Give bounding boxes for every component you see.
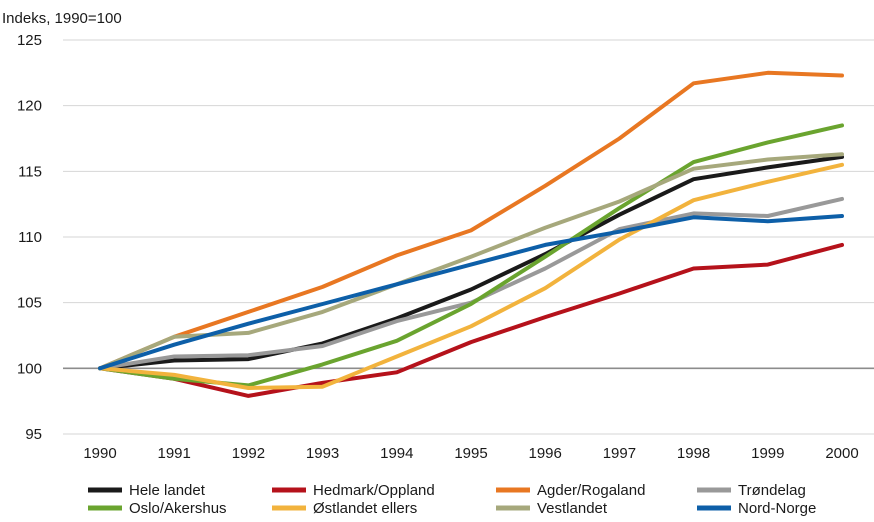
x-tick-label: 1999 [751, 445, 784, 462]
y-tick-label: 105 [17, 295, 42, 312]
y-axis-label: Indeks, 1990=100 [2, 10, 122, 27]
legend-label: Trøndelag [738, 482, 806, 499]
legend-label: Oslo/Akershus [129, 500, 227, 517]
legend: Hele landet Hedmark/Oppland Agder/Rogaland… [88, 482, 816, 517]
series-line-nord-norge [98, 214, 844, 371]
series-line-vestlandet [98, 152, 844, 371]
x-tick-label: 1993 [306, 445, 339, 462]
legend-label: Nord-Norge [738, 500, 816, 517]
y-tick-label: 110 [18, 229, 42, 246]
series-line-agder-rogaland [98, 70, 844, 371]
y-tick-label: 100 [17, 360, 42, 377]
legend-label: Vestlandet [537, 500, 608, 517]
series-line--stlandet-ellers [98, 162, 844, 390]
x-tick-labels: 1990 1991 1992 1993 1994 1995 1996 1997 1998 1999… [83, 445, 858, 462]
x-tick-label: 1991 [158, 445, 191, 462]
legend-label: Hedmark/Oppland [313, 482, 435, 499]
x-tick-label: 1998 [677, 445, 710, 462]
x-tick-label: 1997 [603, 445, 636, 462]
y-tick-labels: 95 100 105 110 115 120 125 [17, 32, 42, 443]
y-tick-label: 120 [17, 98, 42, 115]
x-tick-label: 1996 [529, 445, 562, 462]
y-tick-label: 115 [18, 163, 42, 180]
x-tick-label: 1992 [232, 445, 265, 462]
y-tick-label: 125 [17, 32, 42, 49]
legend-label: Agder/Rogaland [537, 482, 645, 499]
legend-label: Østlandet ellers [313, 500, 417, 517]
x-tick-label: 1990 [83, 445, 116, 462]
x-tick-label: 1995 [454, 445, 487, 462]
legend-label: Hele landet [129, 482, 206, 499]
y-tick-label: 95 [25, 426, 42, 443]
series-line-hedmark-oppland [98, 242, 844, 398]
series-lines [98, 70, 844, 398]
series-line-hele-landet [98, 154, 844, 371]
x-tick-label: 1994 [380, 445, 413, 462]
x-tick-label: 2000 [825, 445, 858, 462]
